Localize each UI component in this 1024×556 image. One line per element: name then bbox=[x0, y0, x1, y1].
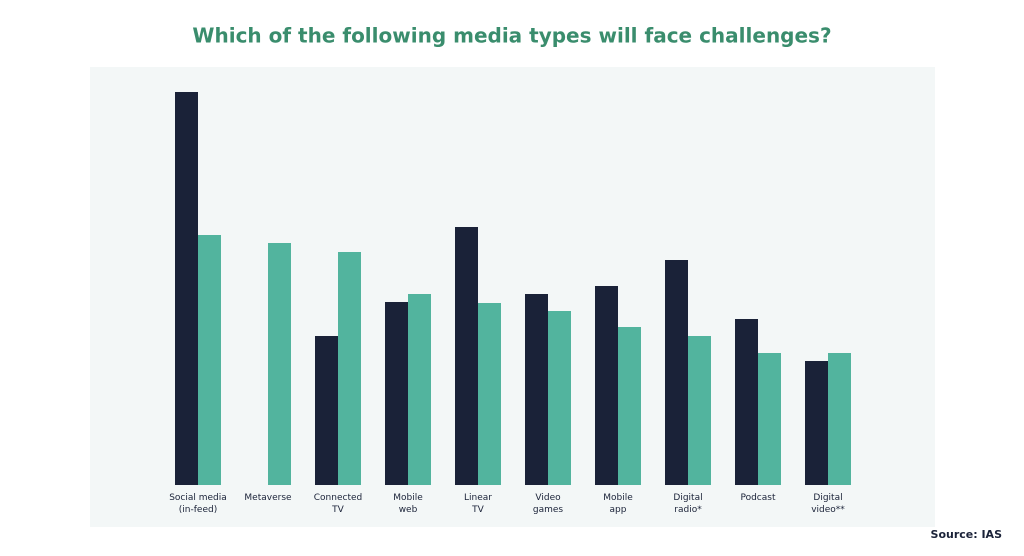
x-tick-label-line: Social media bbox=[169, 493, 227, 503]
bar bbox=[385, 302, 408, 485]
x-tick-label: Social media (in-feed) bbox=[169, 493, 227, 515]
bar bbox=[548, 311, 571, 485]
x-tick-label-line: app bbox=[610, 505, 627, 515]
x-tick-label-line: Metaverse bbox=[244, 493, 292, 503]
bar bbox=[338, 252, 361, 485]
bar bbox=[735, 319, 758, 485]
x-tick-label-line: Video bbox=[535, 493, 561, 503]
x-tick-label-line: radio* bbox=[674, 505, 702, 515]
x-tick-label-line: Mobile bbox=[393, 493, 423, 503]
x-tick-label-line: games bbox=[533, 505, 564, 515]
x-tick-label-line: (in-feed) bbox=[179, 505, 217, 515]
x-tick-label: Linear TV bbox=[464, 493, 492, 515]
x-tick-label-line: Podcast bbox=[740, 493, 775, 503]
x-tick-label-line: Mobile bbox=[603, 493, 633, 503]
bar bbox=[758, 353, 781, 485]
x-tick-label-line: video** bbox=[811, 505, 845, 515]
x-tick-label-line: Digital bbox=[673, 493, 702, 503]
x-tick-label-line: Linear bbox=[464, 493, 492, 503]
bar bbox=[828, 353, 851, 485]
x-tick-label-line: web bbox=[399, 505, 418, 515]
bar bbox=[595, 286, 618, 485]
x-tick-label: Podcast bbox=[740, 493, 775, 503]
plot-background bbox=[90, 67, 935, 527]
bar bbox=[665, 260, 688, 485]
x-tick-label: Digital video** bbox=[811, 493, 845, 515]
bar bbox=[478, 303, 501, 485]
chart-title: Which of the following media types will … bbox=[192, 24, 831, 48]
bar bbox=[688, 336, 711, 485]
x-tick-label-line: Digital bbox=[813, 493, 842, 503]
bar bbox=[618, 327, 641, 485]
bar bbox=[315, 336, 338, 485]
bar bbox=[268, 243, 291, 485]
bar bbox=[805, 361, 828, 485]
bar bbox=[198, 235, 221, 485]
x-tick-label-line: TV bbox=[471, 505, 484, 515]
x-tick-label: Digital radio* bbox=[673, 493, 702, 515]
source: Source: IAS bbox=[931, 528, 1003, 541]
bar bbox=[525, 294, 548, 485]
x-tick-label: Metaverse bbox=[244, 493, 292, 503]
x-tick-label-line: Connected bbox=[314, 493, 362, 503]
bar bbox=[175, 92, 198, 485]
x-tick-label: Mobile app bbox=[603, 493, 633, 515]
bar bbox=[408, 294, 431, 485]
x-tick-label: Mobile web bbox=[393, 493, 423, 515]
bar bbox=[455, 227, 478, 485]
x-tick-label: Connected TV bbox=[314, 493, 362, 515]
x-tick-label-line: TV bbox=[331, 505, 344, 515]
x-tick-label: Video games bbox=[533, 493, 564, 515]
